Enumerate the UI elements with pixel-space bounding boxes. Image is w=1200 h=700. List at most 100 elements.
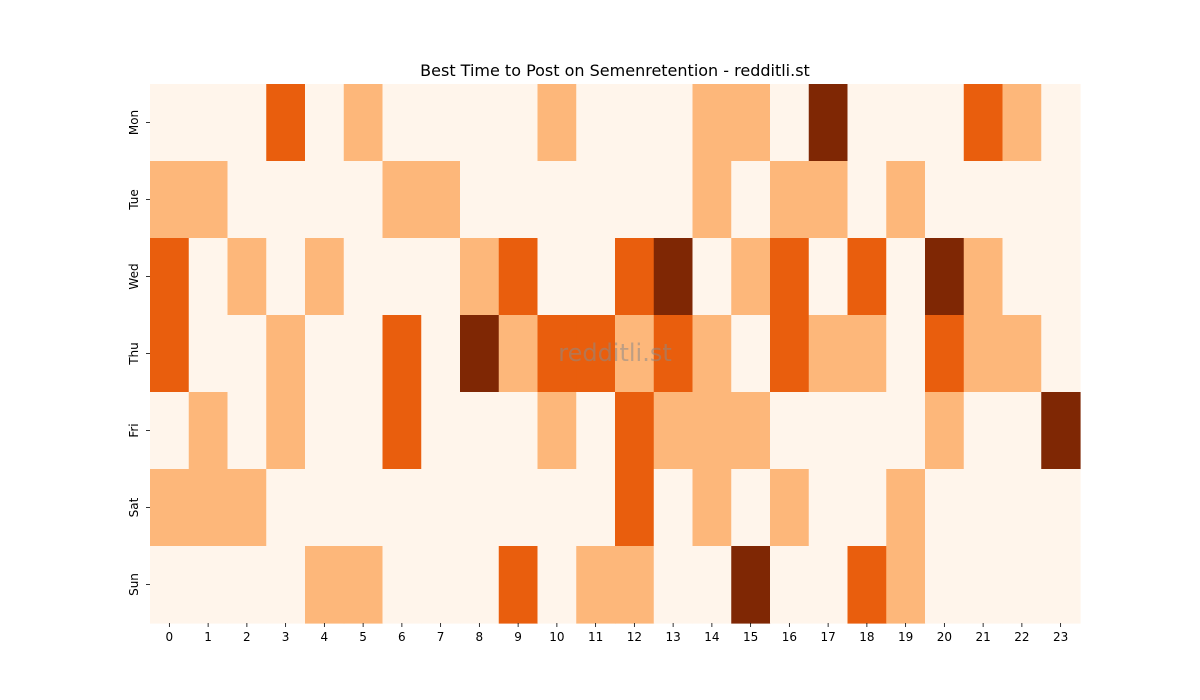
x-tick-label: 2 xyxy=(243,630,251,644)
heatmap-cell-wed-3 xyxy=(266,238,306,316)
heatmap-cell-sun-8 xyxy=(460,546,500,624)
heatmap-cell-sun-12 xyxy=(615,546,655,624)
y-tick-label: Wed xyxy=(127,263,141,289)
x-tick-label: 15 xyxy=(743,630,758,644)
heatmap-cell-wed-0 xyxy=(150,238,190,316)
heatmap-cell-fri-15 xyxy=(731,392,771,470)
heatmap-cell-sun-20 xyxy=(925,546,965,624)
heatmap-cell-sun-23 xyxy=(1041,546,1081,624)
heatmap-cell-thu-9 xyxy=(498,315,539,393)
heatmap-cell-fri-1 xyxy=(188,392,229,470)
heatmap-cell-mon-18 xyxy=(847,84,887,162)
heatmap-cell-mon-22 xyxy=(1002,84,1042,162)
heatmap-cell-sat-7 xyxy=(421,469,461,547)
heatmap-cell-thu-13 xyxy=(653,315,694,393)
y-tick-label: Tue xyxy=(127,189,141,211)
heatmap-cell-mon-21 xyxy=(963,84,1004,162)
heatmap-cell-fri-0 xyxy=(150,392,190,470)
heatmap-cell-sat-18 xyxy=(847,469,887,547)
heatmap-cell-fri-16 xyxy=(770,392,810,470)
heatmap-cell-sun-13 xyxy=(653,546,694,624)
heatmap-cell-wed-7 xyxy=(421,238,461,316)
heatmap-cell-thu-22 xyxy=(1002,315,1042,393)
heatmap-cell-thu-7 xyxy=(421,315,461,393)
y-axis: Mon Tue Wed Thu Fri Sat Sun xyxy=(127,110,150,596)
heatmap-cell-tue-7 xyxy=(421,161,461,239)
heatmap-cell-fri-6 xyxy=(382,392,422,470)
heatmap-cell-fri-14 xyxy=(692,392,732,470)
heatmap-cell-tue-1 xyxy=(188,161,229,239)
heatmap-cell-mon-15 xyxy=(731,84,771,162)
heatmap-cell-wed-6 xyxy=(382,238,422,316)
heatmap-cell-wed-10 xyxy=(537,238,577,316)
heatmap-cell-tue-4 xyxy=(305,161,345,239)
heatmap-cell-thu-20 xyxy=(925,315,965,393)
heatmap-cell-fri-7 xyxy=(421,392,461,470)
x-tick-label: 20 xyxy=(937,630,952,644)
heatmap-cell-tue-15 xyxy=(731,161,771,239)
heatmap-cell-sat-10 xyxy=(537,469,577,547)
heatmap-cell-fri-5 xyxy=(343,392,384,470)
heatmap-cell-fri-17 xyxy=(808,392,849,470)
heatmap-cell-tue-5 xyxy=(343,161,384,239)
heatmap-cell-tue-8 xyxy=(460,161,500,239)
heatmap-cell-mon-16 xyxy=(770,84,810,162)
heatmap-cell-mon-2 xyxy=(227,84,267,162)
heatmap-cell-thu-14 xyxy=(692,315,732,393)
heatmap-cell-sun-2 xyxy=(227,546,267,624)
x-tick-label: 10 xyxy=(549,630,564,644)
heatmap-cells xyxy=(150,84,1081,624)
heatmap-cell-mon-6 xyxy=(382,84,422,162)
heatmap-cell-tue-9 xyxy=(498,161,539,239)
heatmap-cell-wed-18 xyxy=(847,238,887,316)
heatmap-cell-thu-12 xyxy=(615,315,655,393)
heatmap-cell-sun-10 xyxy=(537,546,577,624)
heatmap-cell-sun-11 xyxy=(576,546,616,624)
y-tick-label: Sat xyxy=(127,497,141,517)
heatmap-cell-tue-18 xyxy=(847,161,887,239)
heatmap-cell-fri-10 xyxy=(537,392,577,470)
heatmap-cell-wed-20 xyxy=(925,238,965,316)
heatmap-cell-mon-1 xyxy=(188,84,229,162)
heatmap-cell-sat-4 xyxy=(305,469,345,547)
heatmap-cell-thu-8 xyxy=(460,315,500,393)
heatmap-cell-sun-21 xyxy=(963,546,1004,624)
heatmap-cell-mon-20 xyxy=(925,84,965,162)
heatmap-cell-sun-22 xyxy=(1002,546,1042,624)
heatmap-cell-mon-3 xyxy=(266,84,306,162)
heatmap-cell-mon-0 xyxy=(150,84,190,162)
heatmap-cell-mon-17 xyxy=(808,84,849,162)
heatmap-cell-fri-21 xyxy=(963,392,1004,470)
heatmap-cell-wed-11 xyxy=(576,238,616,316)
heatmap-cell-thu-10 xyxy=(537,315,577,393)
heatmap-cell-thu-0 xyxy=(150,315,190,393)
heatmap-cell-thu-17 xyxy=(808,315,849,393)
x-tick-label: 7 xyxy=(437,630,445,644)
heatmap-cell-tue-19 xyxy=(886,161,926,239)
watermark: redditli.st xyxy=(558,339,672,367)
heatmap-cell-sun-1 xyxy=(188,546,229,624)
x-tick-label: 21 xyxy=(975,630,990,644)
heatmap-cell-sat-15 xyxy=(731,469,771,547)
heatmap-cell-wed-8 xyxy=(460,238,500,316)
heatmap-cell-sun-7 xyxy=(421,546,461,624)
heatmap-cell-tue-3 xyxy=(266,161,306,239)
heatmap-cell-mon-8 xyxy=(460,84,500,162)
x-axis: 0 1 2 3 4 5 6 7 8 9 10 11 12 13 14 15 16 17 18 19 20 21 22 23 xyxy=(166,623,1068,644)
heatmap-cell-mon-14 xyxy=(692,84,732,162)
heatmap-cell-tue-13 xyxy=(653,161,694,239)
heatmap-cell-tue-2 xyxy=(227,161,267,239)
heatmap-cell-tue-22 xyxy=(1002,161,1042,239)
x-tick-label: 19 xyxy=(898,630,913,644)
heatmap-cell-tue-0 xyxy=(150,161,190,239)
heatmap-cell-wed-5 xyxy=(343,238,384,316)
heatmap-cell-mon-19 xyxy=(886,84,926,162)
x-tick-label: 5 xyxy=(359,630,367,644)
heatmap-cell-fri-20 xyxy=(925,392,965,470)
heatmap-cell-tue-23 xyxy=(1041,161,1081,239)
heatmap-cell-wed-23 xyxy=(1041,238,1081,316)
heatmap-cell-thu-6 xyxy=(382,315,422,393)
heatmap-cell-wed-1 xyxy=(188,238,229,316)
x-tick-label: 4 xyxy=(321,630,329,644)
x-tick-label: 3 xyxy=(282,630,290,644)
